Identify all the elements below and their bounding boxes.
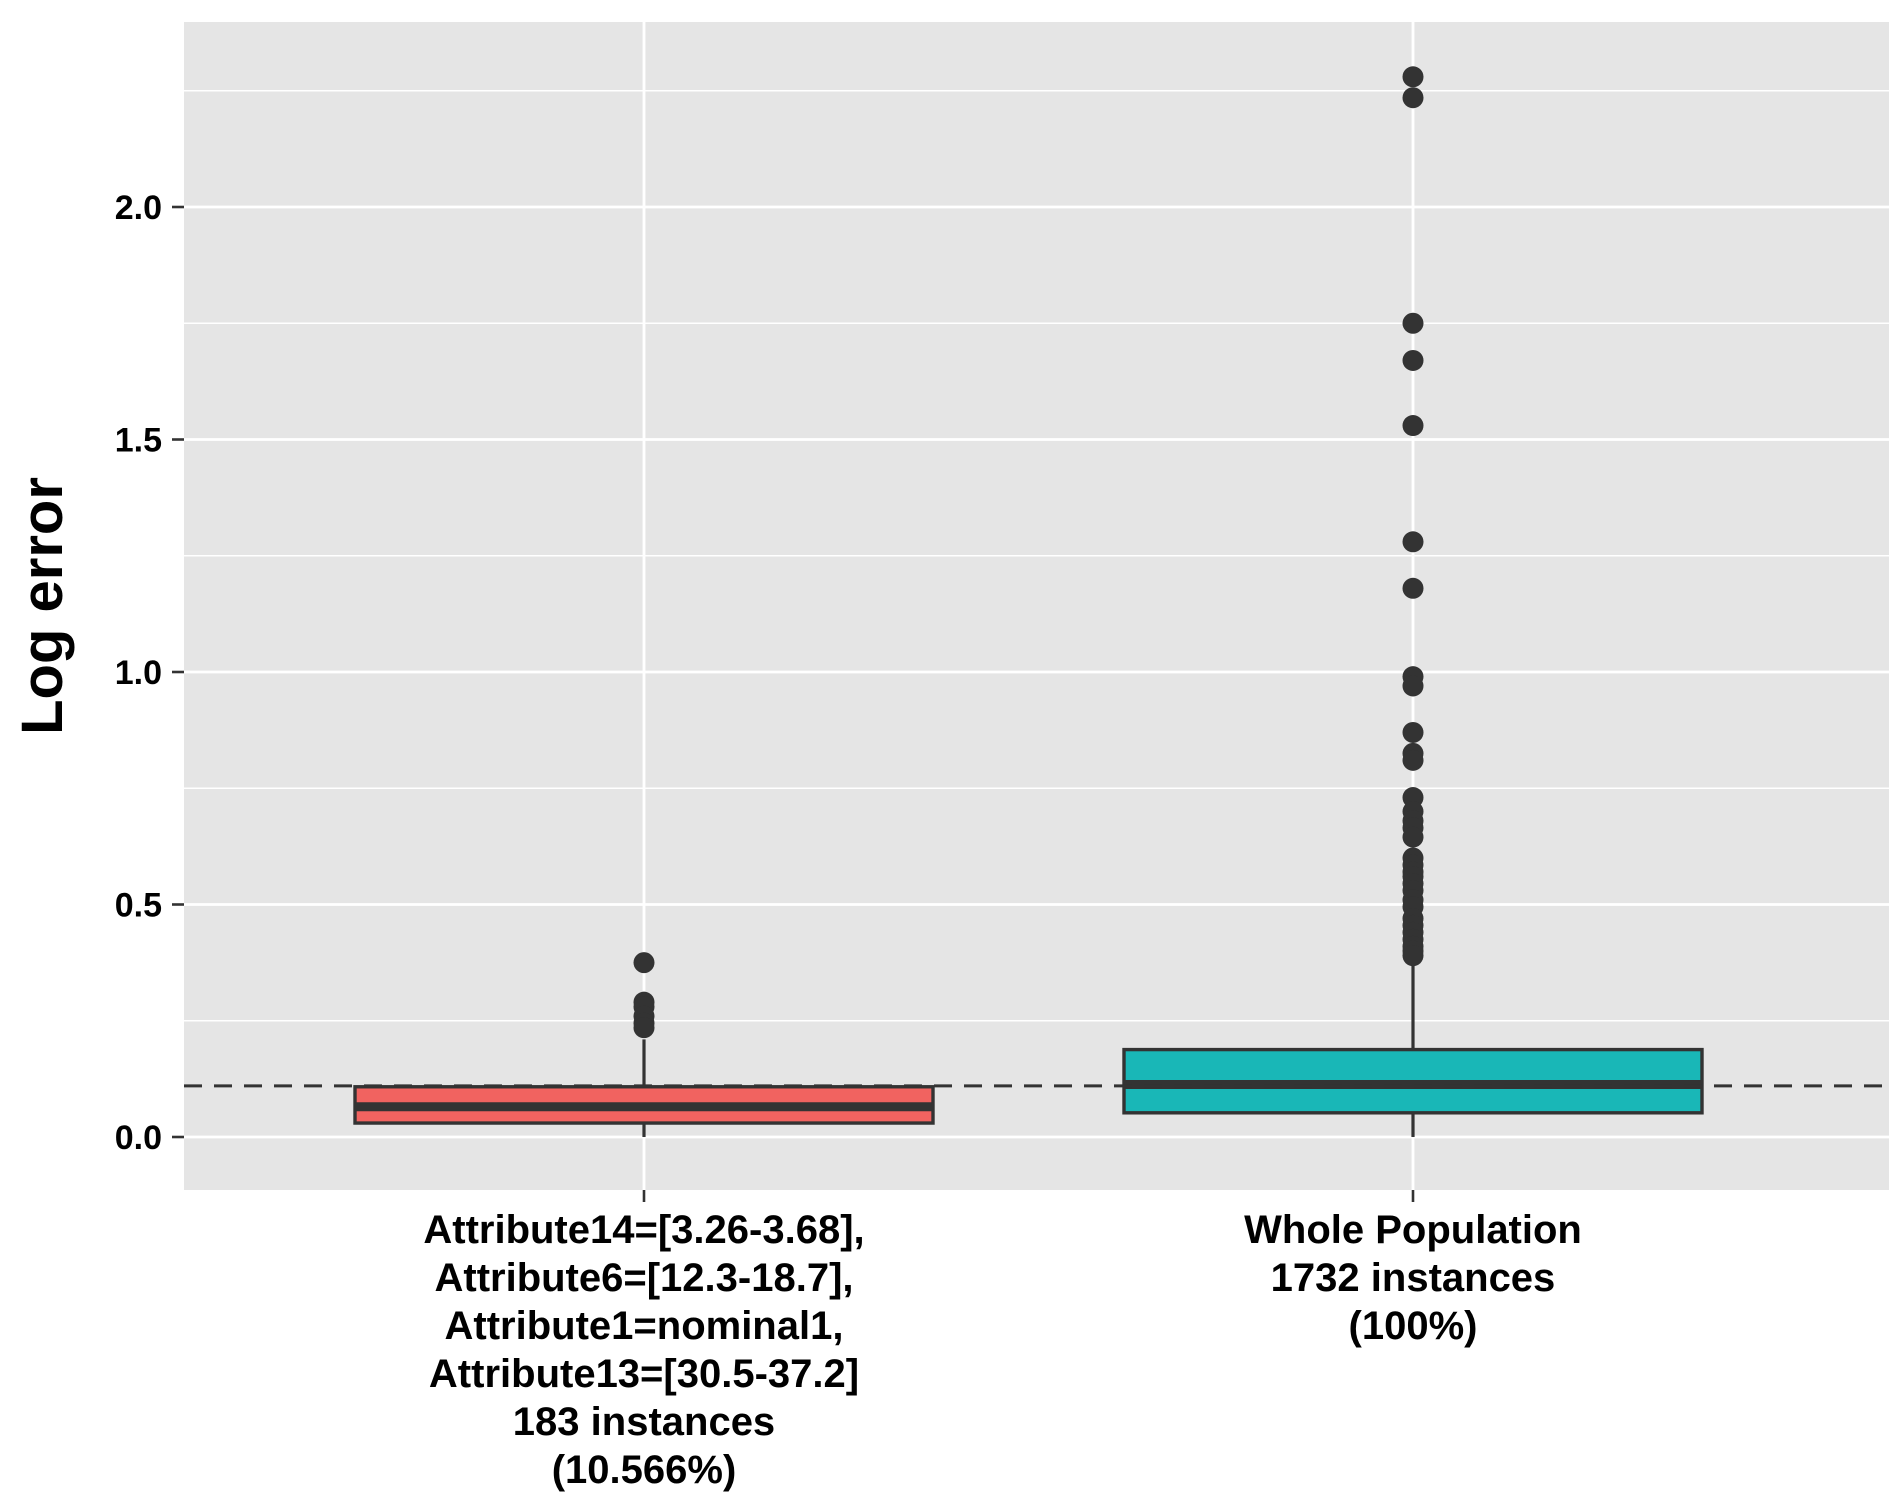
outlier-point: [633, 1017, 655, 1039]
outlier-point: [1402, 87, 1424, 109]
outlier-point: [1402, 675, 1424, 697]
y-axis: 0.0 0.5 1.0 1.5 2.0: [115, 189, 184, 1157]
x-category-label-line: Attribute13=[30.5-37.2]: [429, 1352, 859, 1396]
x-category-label-line: Whole Population: [1244, 1208, 1582, 1252]
outlier-point: [1402, 945, 1424, 967]
y-tick-label: 0.5: [115, 887, 162, 925]
x-category-label-line: Attribute14=[3.26-3.68],: [423, 1208, 864, 1252]
x-category-label: Attribute14=[3.26-3.68], Attribute6=[12.3…: [423, 1208, 864, 1492]
x-category-label-line: (10.566%): [552, 1448, 737, 1492]
outlier-point: [1402, 531, 1424, 553]
x-category-label-line: 183 instances: [513, 1400, 775, 1444]
x-category-label-line: Attribute1=nominal1,: [445, 1304, 844, 1348]
outlier-point: [1402, 349, 1424, 371]
y-tick-label: 2.0: [115, 189, 162, 227]
x-category-label: Whole Population 1732 instances (100%): [1244, 1208, 1582, 1348]
outlier-point: [633, 952, 655, 974]
x-category-label-line: 1732 instances: [1271, 1256, 1556, 1300]
outlier-point: [1402, 721, 1424, 743]
panel-background: [184, 22, 1889, 1190]
outlier-point: [1402, 66, 1424, 88]
outlier-point: [1402, 826, 1424, 848]
x-axis: Attribute14=[3.26-3.68], Attribute6=[12.3…: [423, 1190, 1582, 1492]
x-category-label-line: (100%): [1349, 1304, 1478, 1348]
outlier-point: [1402, 312, 1424, 334]
y-tick-label: 1.0: [115, 654, 162, 692]
major-gridlines: [184, 22, 1889, 1190]
outlier-point: [1402, 749, 1424, 771]
y-axis-title: Log error: [10, 477, 75, 735]
minor-gridlines: [184, 90, 1889, 1022]
x-category-label-line: Attribute6=[12.3-18.7],: [434, 1256, 853, 1300]
y-tick-label: 1.5: [115, 422, 162, 460]
outlier-point: [1402, 415, 1424, 437]
outlier-point: [1402, 577, 1424, 599]
y-tick-label: 0.0: [115, 1119, 162, 1157]
